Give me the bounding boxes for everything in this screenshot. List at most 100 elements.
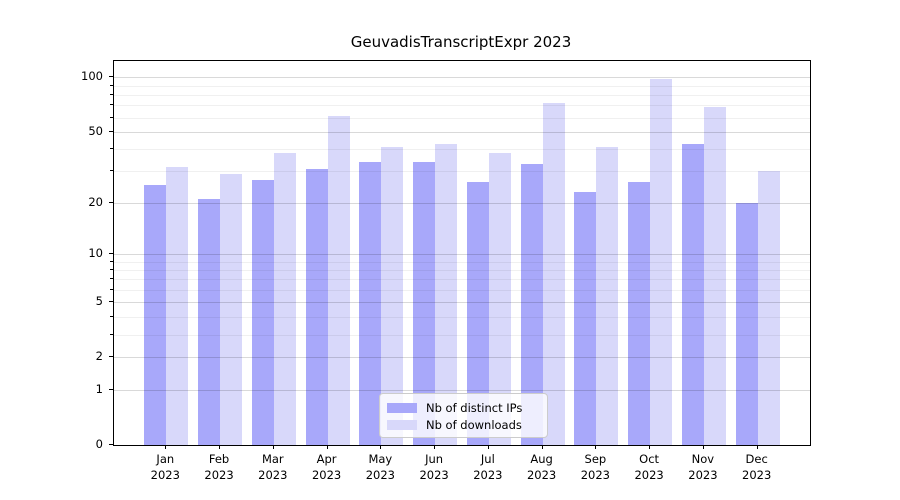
x-tick-label-apr: Apr 2023 [311,452,342,482]
y-minor-tick [110,268,113,270]
x-tick-label-jan: Jan 2023 [150,452,180,482]
x-tick [649,445,651,449]
x-tick [541,445,543,449]
bar-distinct-ips-jul [466,182,489,445]
gridline-minor [114,117,810,119]
legend: Nb of distinct IPs Nb of downloads [379,393,548,438]
y-tick-label: 1 [95,381,103,396]
x-tick-label-aug: Aug 2023 [526,452,557,482]
legend-swatch-distinct-ips [387,402,417,413]
y-tick-label: 5 [95,294,103,309]
bar-downloads-aug [542,103,565,445]
x-tick [487,445,489,449]
gridline-major [114,77,810,79]
gridline-minor [114,171,810,173]
bar-downloads-dec [757,171,780,445]
gridline-minor [114,261,810,263]
chart-title: GeuvadisTranscriptExpr 2023 [350,33,572,51]
bar-distinct-ips-mar [251,179,274,445]
y-tick-label: 100 [81,69,103,84]
gridline-major [114,202,810,204]
x-tick-label-feb: Feb 2023 [204,452,234,482]
gridline-minor [114,334,810,336]
bar-downloads-sep [596,147,619,445]
y-tick [109,201,113,203]
y-minor-tick [110,170,113,172]
bar-distinct-ips-dec [735,202,758,445]
legend-swatch-downloads [387,419,417,430]
bar-distinct-ips-apr [305,168,328,445]
x-tick [326,445,328,449]
y-tick-label: 20 [88,194,103,209]
y-minor-tick [110,148,113,150]
x-tick [595,445,597,449]
x-tick [756,445,758,449]
x-tick [219,445,221,449]
y-minor-tick [110,116,113,118]
y-tick-label: 0 [95,437,103,451]
x-tick [702,445,704,449]
x-tick-label-jun: Jun 2023 [419,452,449,482]
y-tick-label: 2 [95,349,103,364]
x-tick-label-dec: Dec 2023 [742,452,772,482]
y-tick [109,130,113,132]
y-minor-tick [110,84,113,86]
gridline-minor [114,316,810,318]
gridline-minor [114,85,810,87]
x-tick-label-nov: Nov 2023 [688,452,718,482]
gridline-minor [114,269,810,271]
x-tick-label-sep: Sep 2023 [580,452,611,482]
bar-downloads-apr [327,116,350,445]
bar-downloads-may [381,147,404,445]
gridline-major [114,389,810,391]
bar-distinct-ips-oct [628,182,651,445]
gridline-minor [114,105,810,107]
gridline-minor [114,279,810,281]
bar-distinct-ips-feb [198,198,221,445]
bar-downloads-jul [488,153,511,445]
gridline-minor [114,149,810,151]
bar-distinct-ips-sep [574,191,597,445]
bar-downloads-jun [435,143,458,445]
gridline-minor [114,94,810,96]
y-tick [109,253,113,254]
legend-label-downloads: Nb of downloads [426,417,522,432]
y-tick [109,356,113,358]
x-tick-label-jul: Jul 2023 [473,452,503,482]
bar-distinct-ips-jan [144,185,167,445]
y-tick [109,76,113,78]
x-tick-label-may: May 2023 [365,452,395,482]
gridline-minor [114,290,810,291]
plot-area: Nb of distinct IPs Nb of downloads [113,60,811,446]
x-tick-label-mar: Mar 2023 [258,452,288,482]
bar-distinct-ips-aug [520,164,543,445]
x-tick [272,445,274,449]
bar-distinct-ips-may [359,161,382,445]
legend-item-distinct-ips: Nb of distinct IPs [387,399,539,416]
bar-distinct-ips-jun [413,161,436,445]
y-minor-tick [110,315,113,317]
bars-layer [114,61,810,445]
gridline-major [114,357,810,359]
x-tick-label-oct: Oct 2023 [634,452,664,482]
y-minor-tick [110,278,113,280]
y-tick [109,301,113,303]
x-tick [380,445,382,449]
bar-downloads-mar [273,153,296,445]
y-minor-tick [110,333,113,335]
y-tick-label: 50 [88,123,103,138]
grid-layer [114,61,810,445]
legend-label-distinct-ips: Nb of distinct IPs [426,400,523,415]
y-tick [109,388,113,390]
y-tick [109,444,113,445]
legend-item-downloads: Nb of downloads [387,416,539,433]
gridline-major [114,302,810,304]
bar-downloads-oct [650,79,673,445]
gridline-major [114,254,810,255]
bar-distinct-ips-nov [681,143,704,445]
x-tick [434,445,436,449]
y-minor-tick [110,104,113,106]
bar-downloads-nov [703,106,726,445]
y-tick-label: 10 [88,246,103,260]
